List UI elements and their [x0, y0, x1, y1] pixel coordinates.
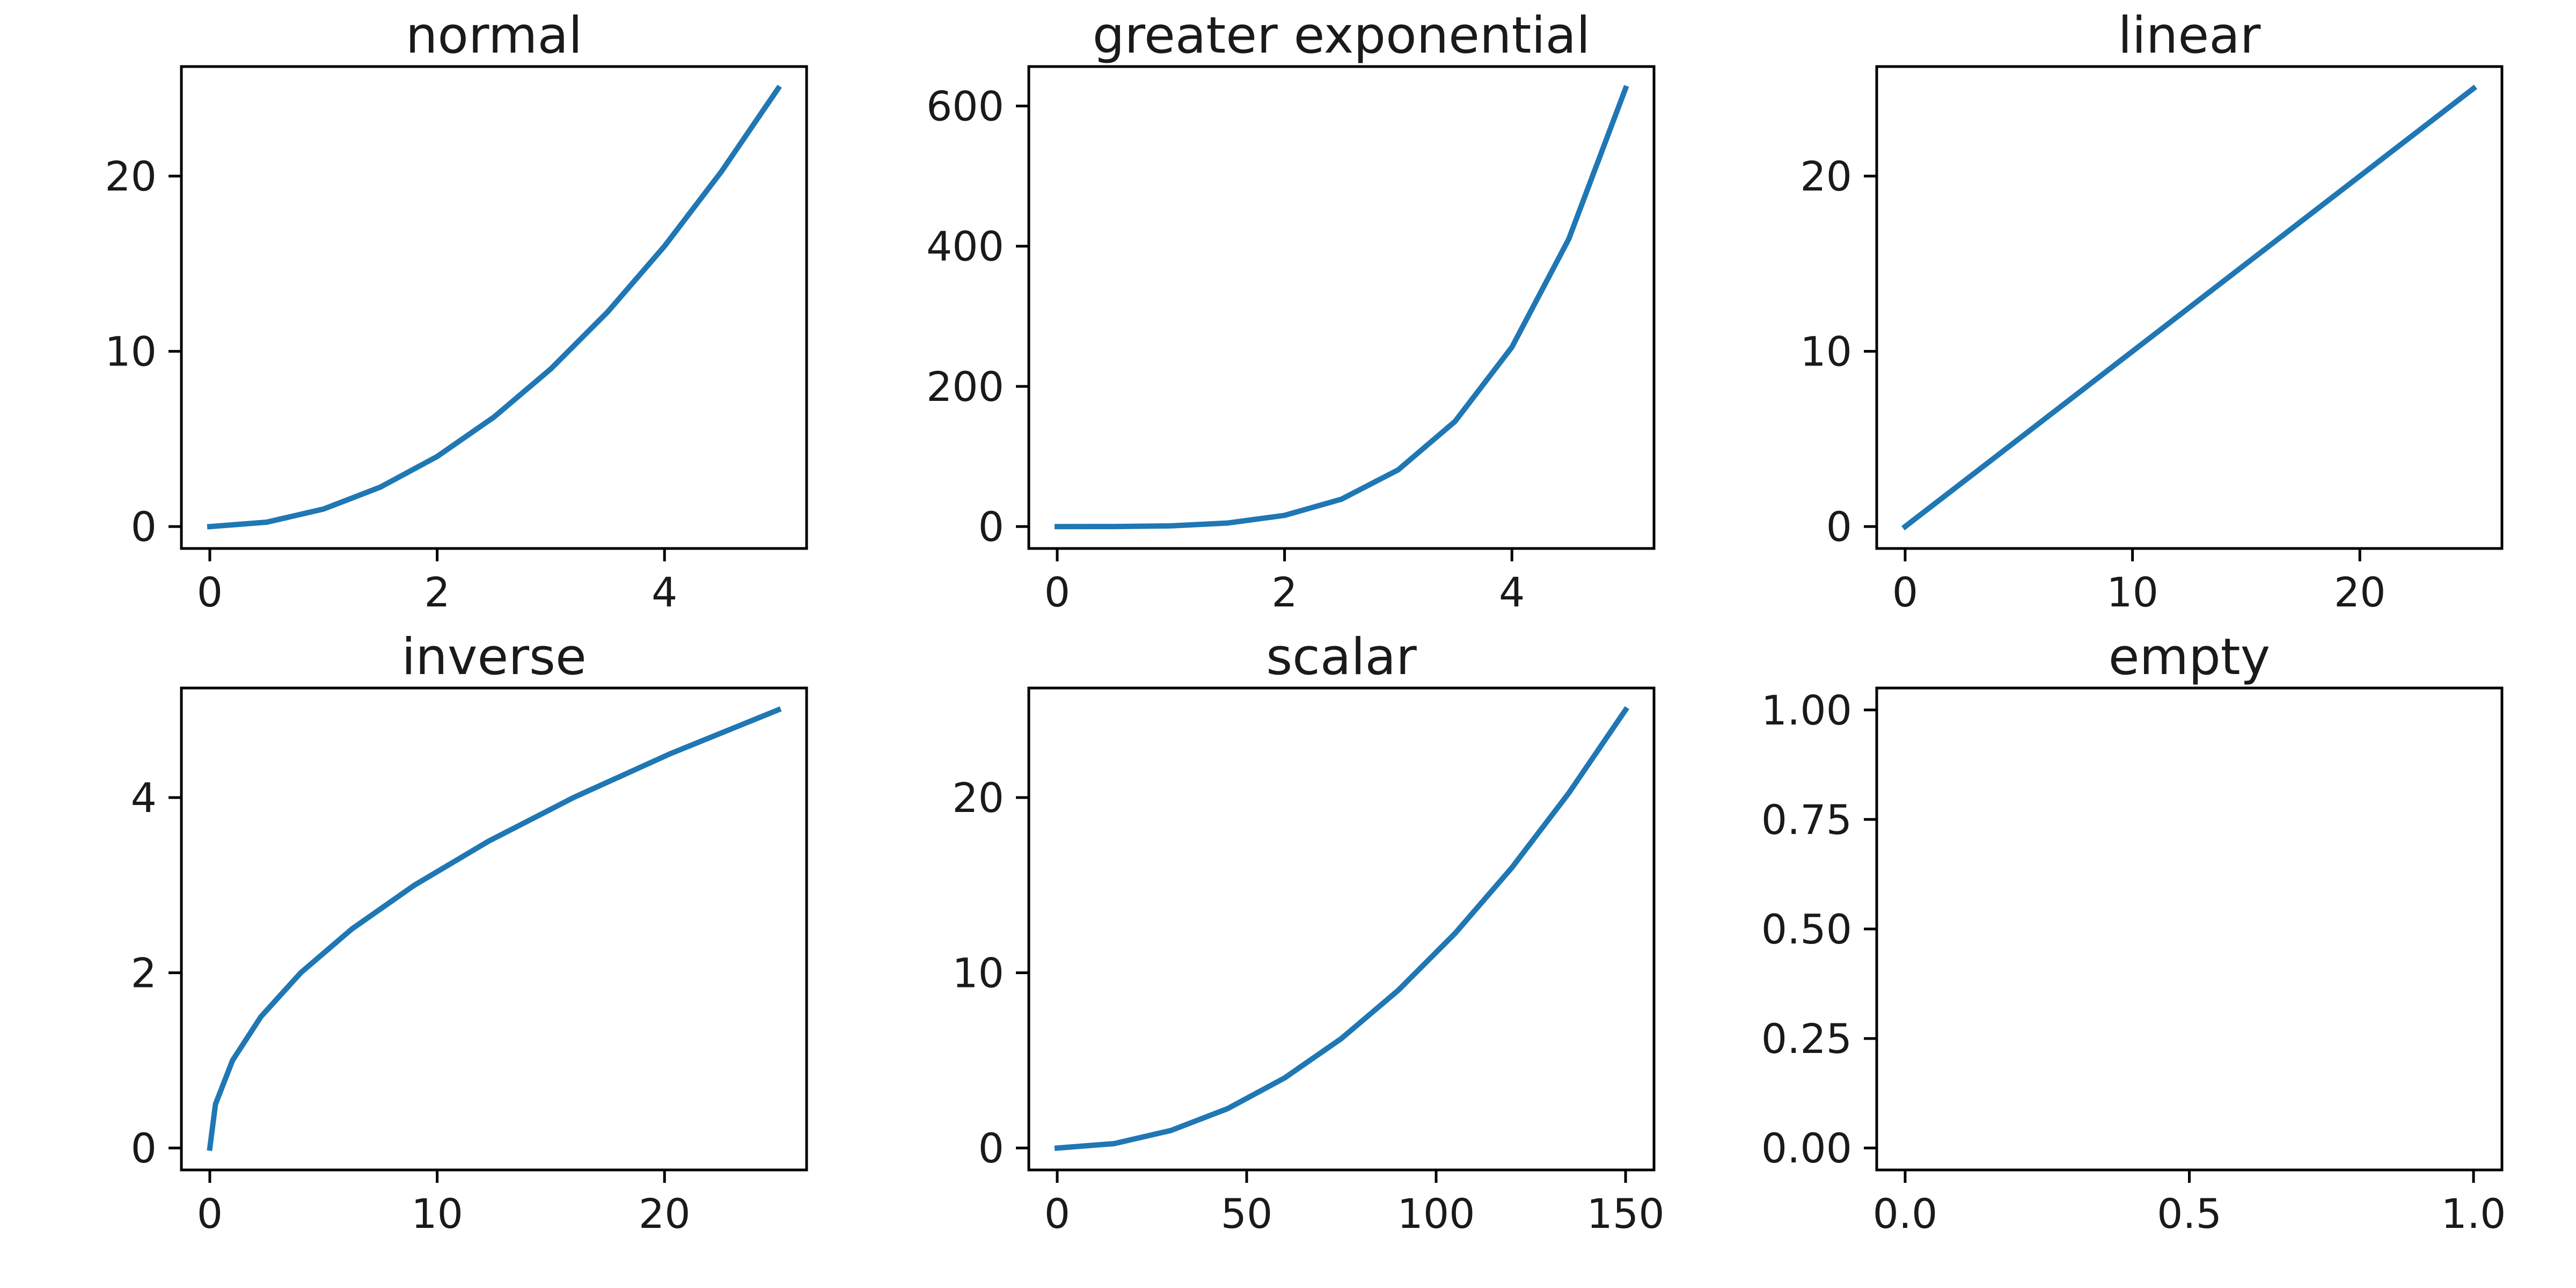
y-tick-label: 10 [105, 328, 157, 376]
x-tick-label: 4 [652, 568, 677, 616]
x-tick-label: 2 [424, 568, 450, 616]
x-tick-label: 10 [411, 1190, 463, 1238]
y-tick-label: 2 [131, 949, 157, 997]
subplot-scalar: scalar 0 50 100 150 0 10 20 [952, 628, 1664, 1238]
x-tick-label: 150 [1587, 1190, 1665, 1238]
y-tick-label: 200 [926, 363, 1004, 411]
y-tick-label: 20 [952, 774, 1004, 822]
x-tick-label: 1.0 [2441, 1190, 2506, 1238]
subplot-inverse: inverse 0 10 20 0 2 4 [131, 628, 808, 1238]
y-tick-label: 20 [1800, 152, 1852, 200]
x-tick-label: 20 [2334, 568, 2386, 616]
y-tick-label: 10 [1800, 328, 1852, 376]
y-tick-label: 4 [131, 774, 157, 822]
subplot-empty: empty 0.0 0.5 1.0 0.00 0.25 0.50 0.75 1.00 [1761, 628, 2506, 1238]
subplot-title: linear [2118, 6, 2261, 65]
series-line [1054, 85, 1629, 530]
series-line [1901, 84, 2478, 531]
y-tick-label: 600 [926, 82, 1004, 130]
y-tick-label: 0.75 [1761, 796, 1852, 844]
x-tick-label: 2 [1271, 568, 1297, 616]
y-tick-label: 10 [952, 949, 1004, 997]
x-tick-label: 0 [1044, 1190, 1070, 1238]
y-tick-label: 0.25 [1761, 1015, 1852, 1063]
x-tick-label: 20 [639, 1190, 691, 1238]
x-tick-label: 0 [197, 568, 223, 616]
y-tick-label: 0 [978, 503, 1004, 551]
y-tick-label: 20 [105, 152, 157, 200]
axes-frame [1875, 65, 2504, 550]
y-tick-label: 1.00 [1761, 686, 1852, 734]
x-tick-label: 100 [1397, 1190, 1475, 1238]
series-line [207, 84, 782, 530]
x-tick-label: 0 [1892, 568, 1918, 616]
x-tick-label: 0 [197, 1190, 223, 1238]
subplot-title: normal [406, 6, 582, 65]
y-tick-label: 0 [978, 1124, 1004, 1172]
subplot-greater-exponential: greater exponential 0 2 4 0 200 400 600 [926, 6, 1656, 616]
x-tick-label: 4 [1499, 568, 1525, 616]
subplot-title: greater exponential [1093, 6, 1591, 65]
y-tick-label: 0 [1826, 503, 1852, 551]
subplot-normal: normal 0 2 4 0 10 20 [105, 6, 808, 616]
x-tick-label: 50 [1221, 1190, 1273, 1238]
y-tick-label: 0 [131, 1124, 157, 1172]
axes-frame [1027, 65, 1656, 550]
y-tick-label: 0 [131, 503, 157, 551]
y-tick-label: 0.50 [1761, 905, 1852, 953]
y-tick-label: 0.00 [1761, 1124, 1852, 1172]
series-line [207, 706, 782, 1151]
series-line [1054, 706, 1629, 1151]
subplot-linear: linear 0 10 20 0 10 20 [1800, 6, 2504, 616]
x-tick-label: 10 [2106, 568, 2158, 616]
axes-frame [180, 65, 808, 550]
x-tick-label: 0.0 [1873, 1190, 1938, 1238]
x-tick-label: 0.5 [2157, 1190, 2222, 1238]
subplot-title: inverse [401, 628, 587, 686]
y-tick-label: 400 [926, 223, 1004, 270]
x-tick-label: 0 [1044, 568, 1070, 616]
subplot-title: scalar [1266, 628, 1417, 686]
axes-frame [1875, 686, 2504, 1172]
axes-frame [1027, 686, 1656, 1172]
subplot-title: empty [2109, 628, 2271, 686]
axes-frame [180, 686, 808, 1172]
